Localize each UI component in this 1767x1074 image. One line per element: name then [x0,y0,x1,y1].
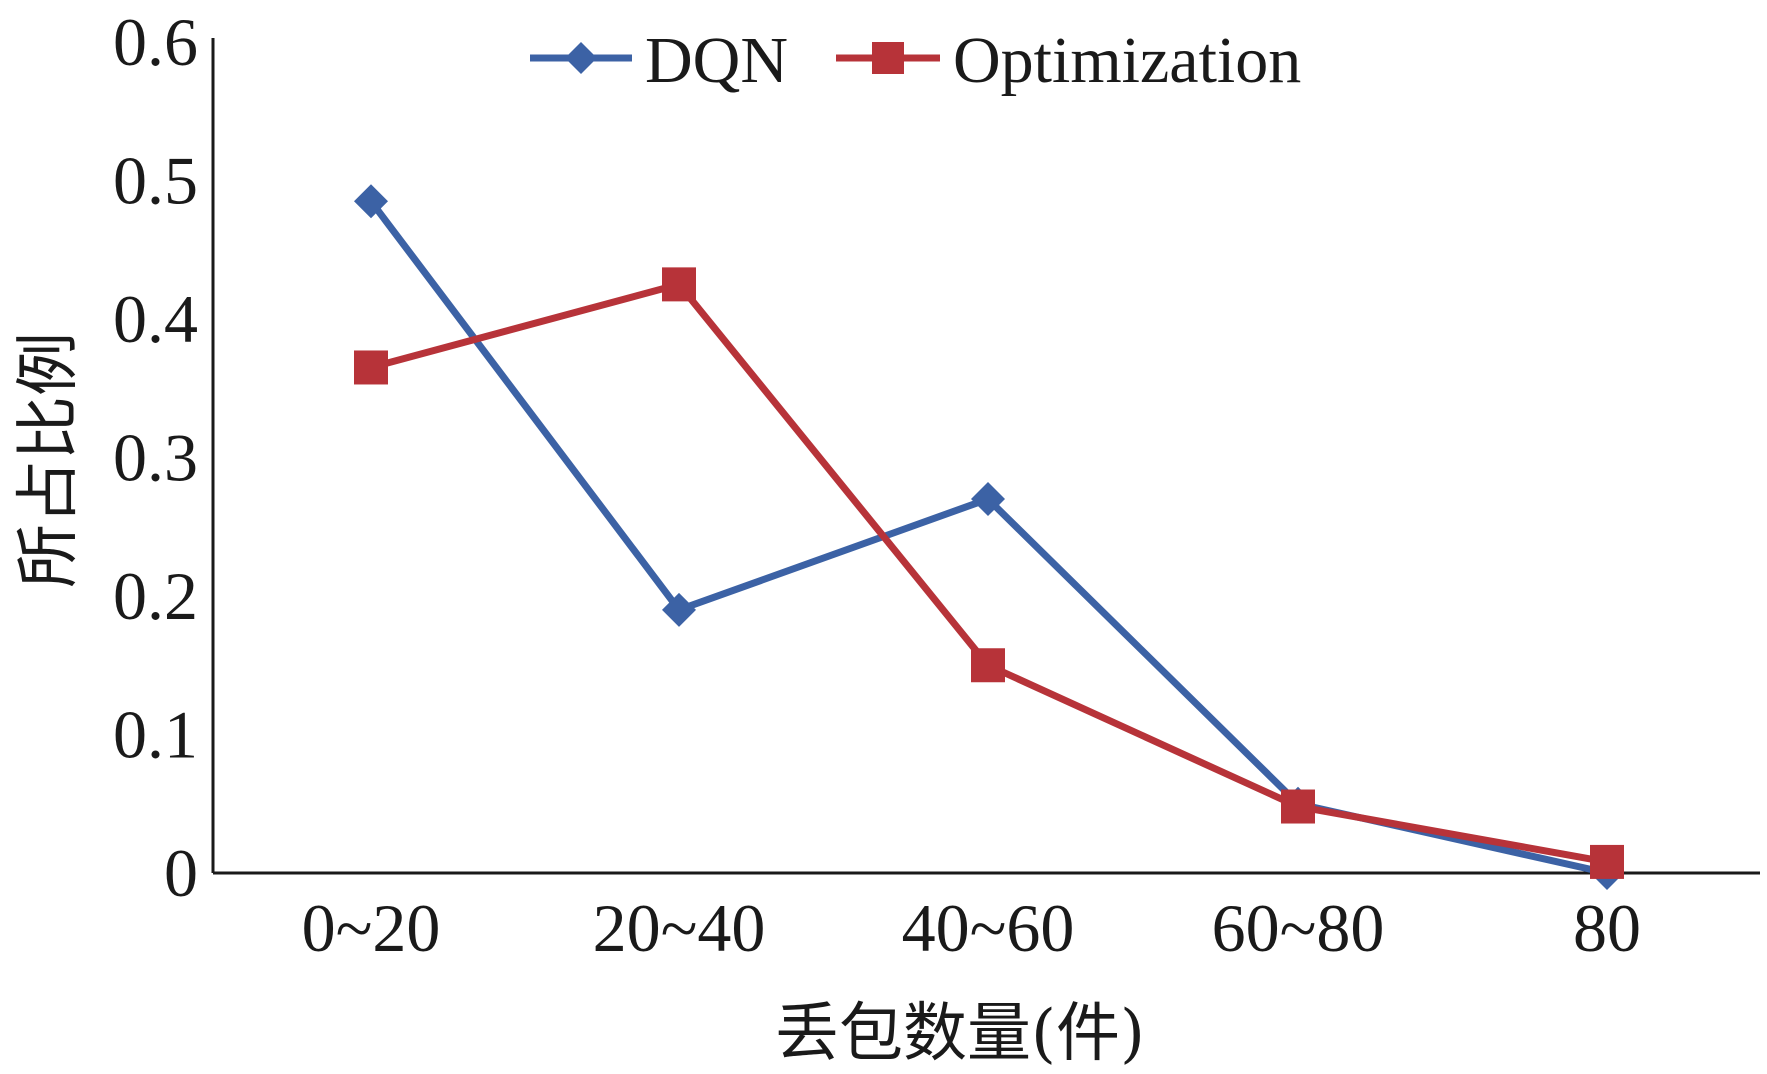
plot-area [354,184,1624,890]
legend-item-dqn: DQN [530,24,788,97]
x-tick-label: 20~40 [593,890,766,966]
legend: DQN Optimization [530,24,1301,97]
data-point-dqn [662,592,696,627]
legend-label-dqn: DQN [645,24,788,97]
series-line-dqn [368,199,1608,877]
data-point-dqn [354,184,388,219]
x-axis-title: 丢包数量(件) [775,997,1145,1071]
data-point-optimization [1590,844,1624,879]
legend-label-optimization: Optimization [953,24,1301,97]
x-tick-label: 60~80 [1212,890,1385,966]
data-point-dqn [971,482,1005,517]
y-tick-label: 0.5 [113,143,198,219]
y-axis: 0 0.1 0.2 0.3 0.4 0.5 0.6 [113,4,215,911]
y-tick-labels: 0 0.1 0.2 0.3 0.4 0.5 0.6 [113,4,198,911]
data-point-optimization [662,267,696,302]
series-dqn [354,184,1624,890]
x-tick-label: 40~60 [902,890,1075,966]
y-tick-label: 0.6 [113,4,198,80]
y-tick-label: 0 [164,835,198,911]
x-axis: 0~20 20~40 40~60 60~80 80 [213,871,1760,966]
legend-marker-dqn [565,42,597,74]
y-tick-label: 0.1 [113,697,198,773]
x-tick-label: 0~20 [302,890,441,966]
x-tick-labels: 0~20 20~40 40~60 60~80 80 [302,890,1641,966]
y-tick-label: 0.2 [113,558,198,634]
series-optimization [354,267,1624,879]
series-line-optimization [370,280,1608,866]
data-point-optimization [1281,789,1315,824]
y-axis-title: 所占比例 [12,332,86,588]
data-point-optimization [971,648,1005,683]
y-tick-label: 0.3 [113,420,198,496]
legend-marker-optimization [872,42,904,74]
legend-item-optimization: Optimization [836,24,1301,97]
x-tick-label: 80 [1573,890,1641,966]
data-point-optimization [354,350,388,385]
y-tick-label: 0.4 [113,281,198,357]
